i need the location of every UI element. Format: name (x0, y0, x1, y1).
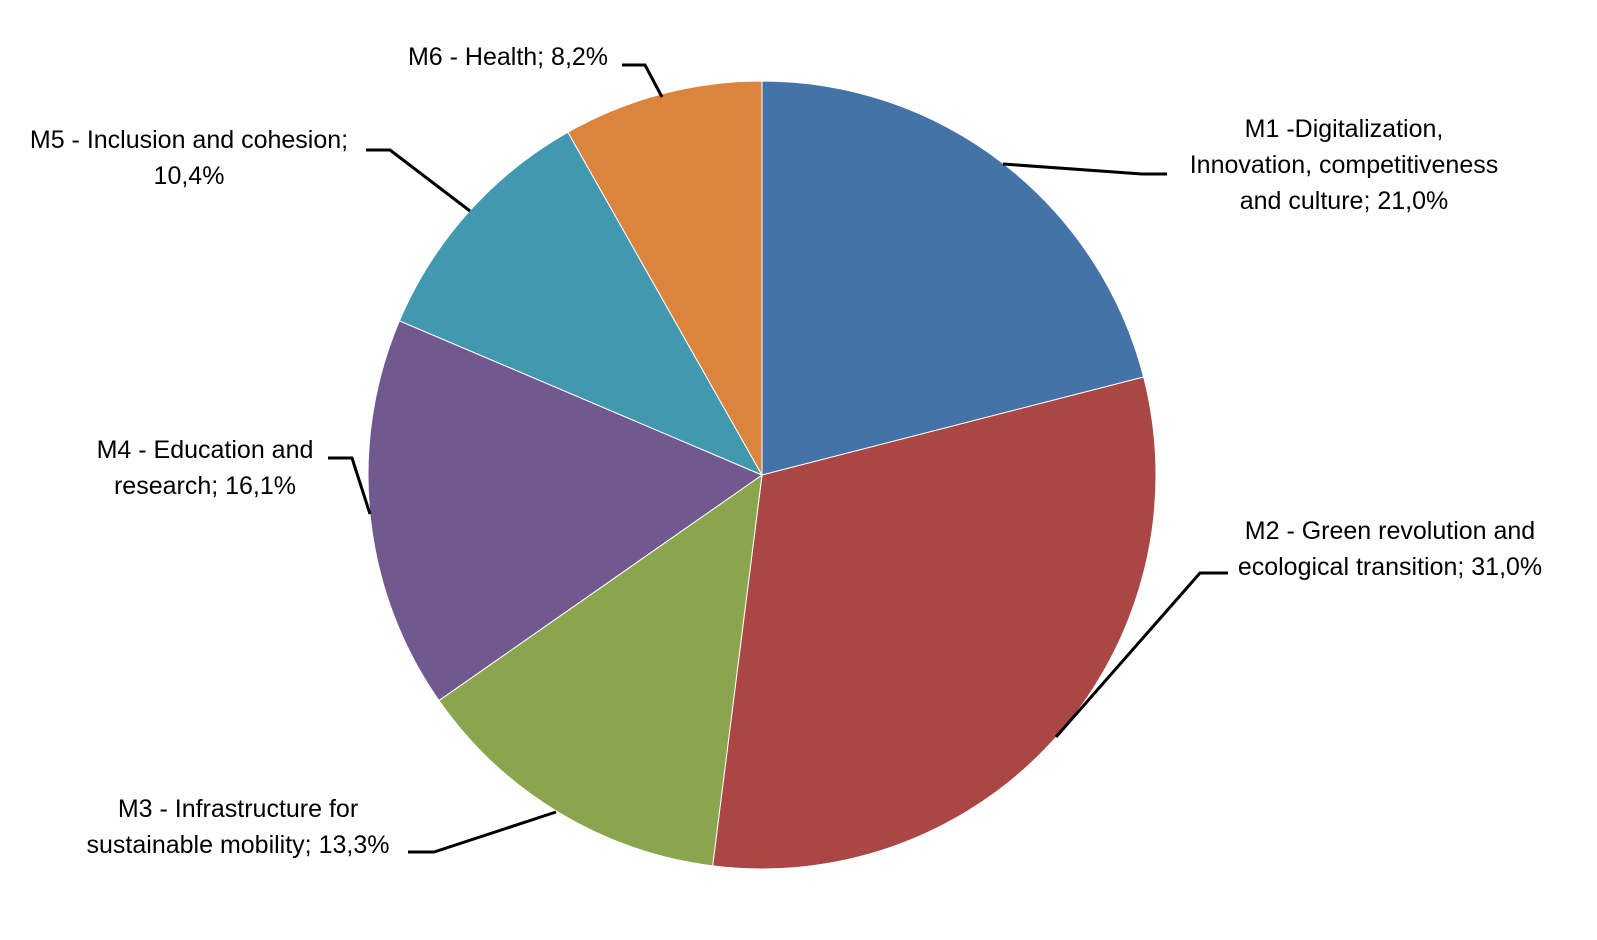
data-label-m2-line-2: ecological transition; 31,0% (1238, 553, 1542, 581)
leader-line-m2 (1054, 571, 1228, 738)
data-label-m6: M6 - Health; 8,2% (408, 43, 608, 71)
leader-line-m5 (366, 148, 471, 213)
data-label-m2: M2 - Green revolution and ecological tran… (1238, 517, 1542, 581)
leader-line-m4 (328, 456, 372, 515)
leader-lines (328, 63, 1228, 854)
data-label-m4-line-2: research; 16,1% (114, 472, 296, 500)
slice-labels: M1 -Digitalization, Innovation, competiti… (30, 43, 1542, 859)
leader-line-m6 (622, 63, 664, 98)
data-label-m1-line-2: Innovation, competitiveness (1190, 151, 1499, 179)
pie-slices (367, 80, 1157, 870)
data-label-m2-line-1: M2 - Green revolution and (1245, 517, 1535, 545)
data-label-m3-line-2: sustainable mobility; 13,3% (87, 831, 390, 859)
slice-m3 (438, 473, 763, 867)
leader-line-m3 (408, 810, 557, 854)
slice-m4 (367, 320, 764, 702)
leader-line-m1 (1002, 162, 1167, 176)
data-label-m1-line-1: M1 -Digitalization, (1245, 115, 1444, 143)
data-label-m1-line-3: and culture; 21,0% (1240, 187, 1448, 215)
data-label-m4: M4 - Education and research; 16,1% (97, 436, 314, 500)
data-label-m1: M1 -Digitalization, Innovation, competiti… (1190, 115, 1499, 215)
data-label-m5: M5 - Inclusion and cohesion; 10,4% (30, 126, 348, 190)
data-label-m5-line-1: M5 - Inclusion and cohesion; (30, 126, 348, 154)
data-label-m6-line-1: M6 - Health; 8,2% (408, 43, 608, 71)
data-label-m5-line-2: 10,4% (154, 162, 225, 190)
data-label-m4-line-1: M4 - Education and (97, 436, 314, 464)
slice-m5 (398, 131, 764, 477)
data-label-m3-line-1: M3 - Infrastructure for (118, 795, 358, 823)
data-label-m3: M3 - Infrastructure for sustainable mobil… (87, 795, 390, 859)
